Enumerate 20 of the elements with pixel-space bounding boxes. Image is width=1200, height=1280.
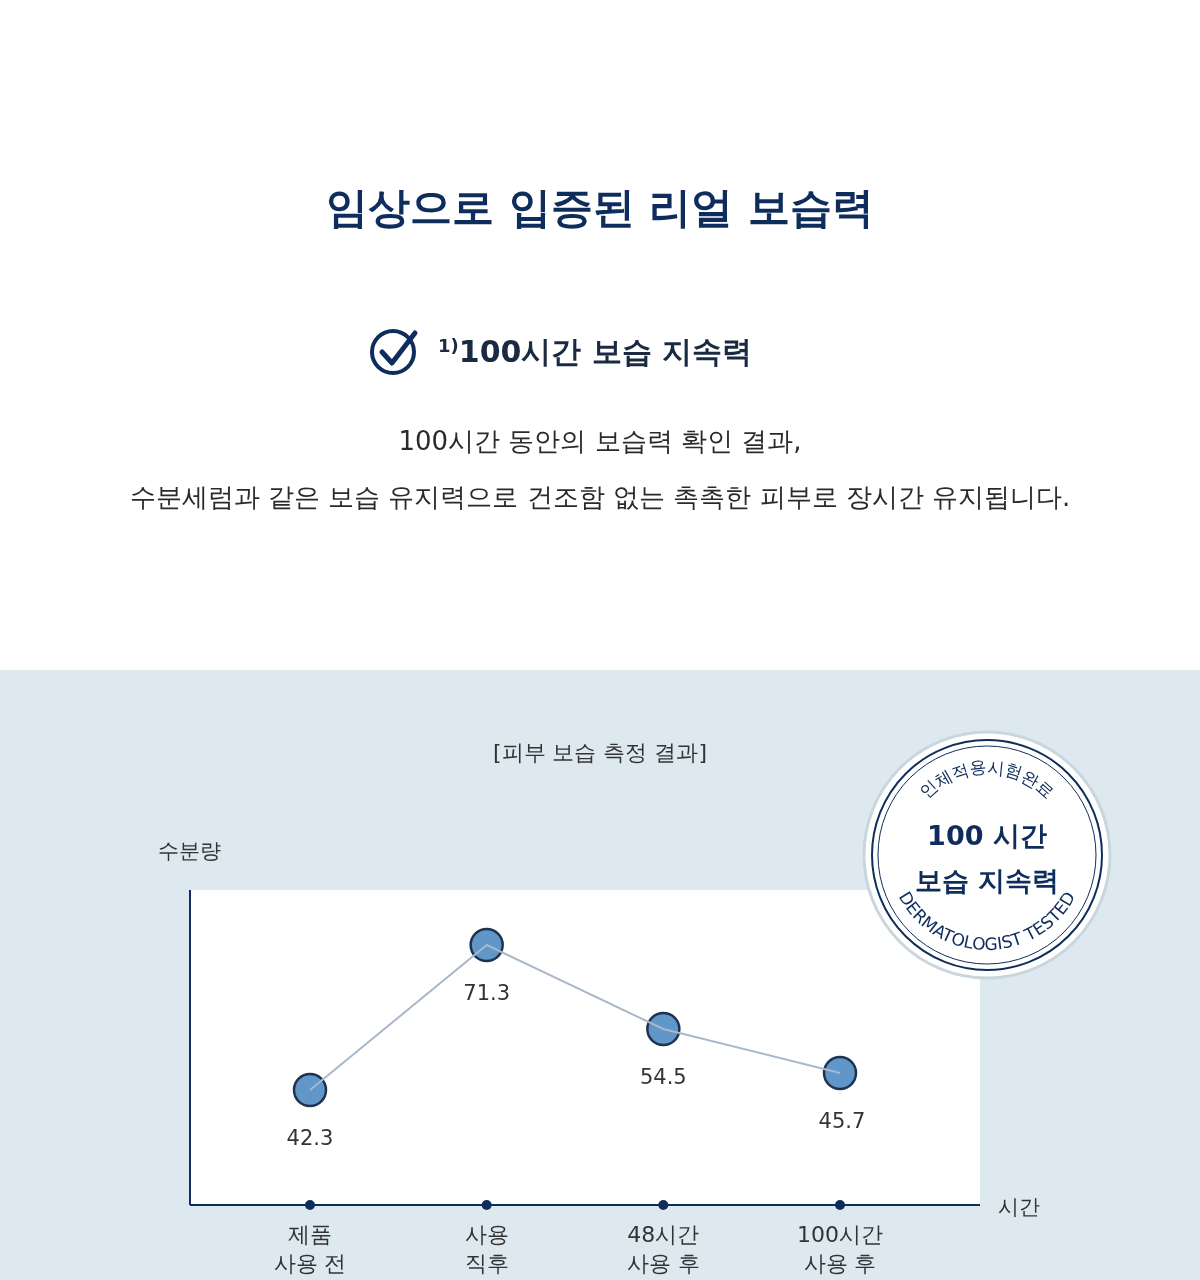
point xyxy=(469,927,504,963)
point xyxy=(646,1011,681,1047)
text: 수분세럼과 같은 보습 유지력으로 건조함 없는 촉촉한 피부로 장시간 유지됩니다. xyxy=(129,482,1071,512)
y-axis-title: 수분량 xyxy=(158,839,221,863)
data-label: 71.3 xyxy=(463,981,511,1005)
data-label: 45.7 xyxy=(818,1109,866,1133)
text: [피부 보습 측정 결과] xyxy=(492,740,708,765)
x-tick-label: 사용 직후 xyxy=(464,1222,509,1276)
chart-title: 임상으로 입증된 리얼 보습력 xyxy=(326,183,874,232)
text: 100시간 동안의 보습력 확인 결과, xyxy=(398,426,802,456)
point xyxy=(822,1055,858,1091)
x-tick-label: 제품 사용 전 xyxy=(273,1222,347,1276)
x-tick-label: 48시간 사용 후 xyxy=(626,1222,700,1276)
chart-subtitle: $^{1)}$100시간 보습 지속력 xyxy=(438,334,753,369)
text: 100 시간 xyxy=(927,820,1047,851)
data-label: 42.3 xyxy=(286,1126,334,1150)
x-tick-label: 100시간 사용 후 xyxy=(797,1222,883,1276)
point xyxy=(292,1072,328,1108)
data-label: 54.5 xyxy=(639,1065,687,1089)
x-axis-title: 시간 xyxy=(998,1195,1040,1219)
